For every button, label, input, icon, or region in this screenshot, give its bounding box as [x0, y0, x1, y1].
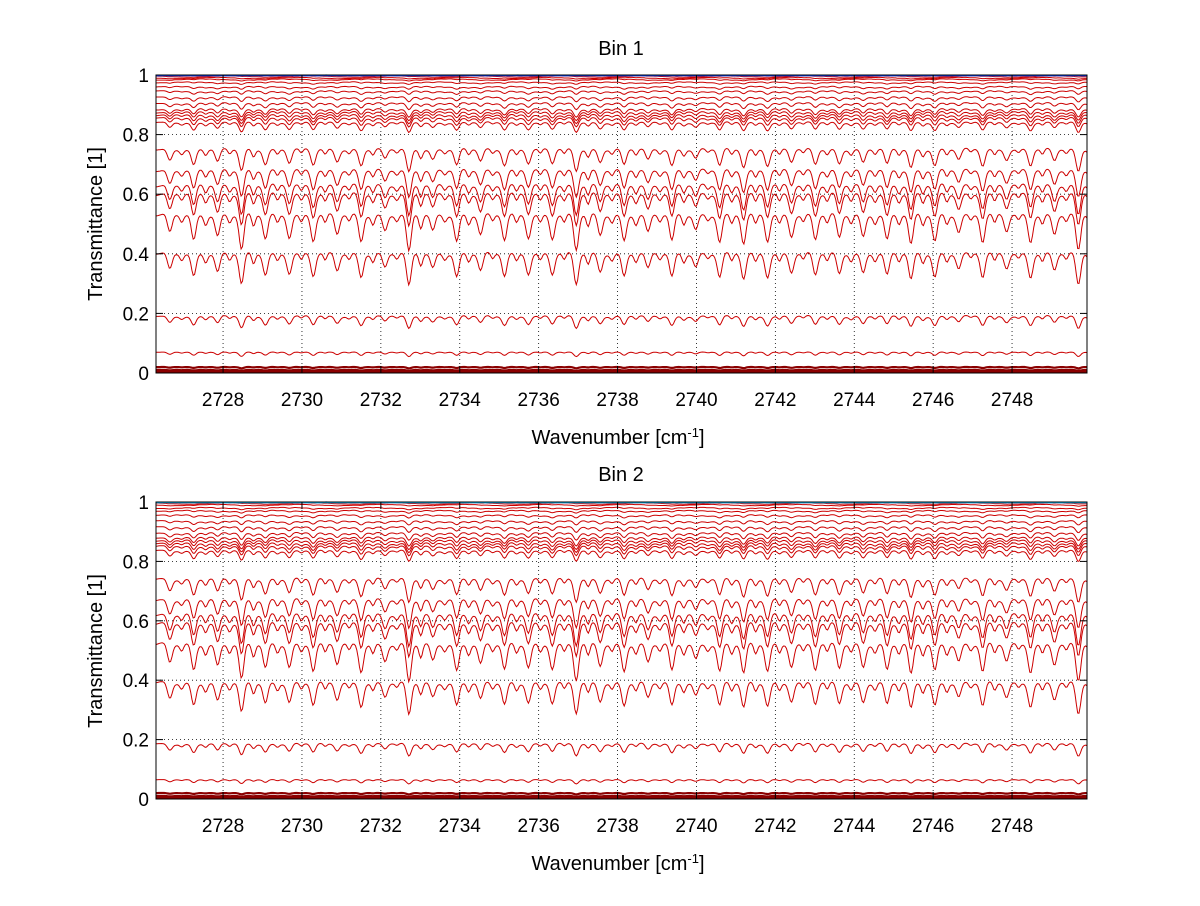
y-tick-label: 1	[138, 66, 149, 87]
series-line	[156, 82, 1087, 85]
x-tick-label: 2736	[518, 390, 560, 411]
series-line	[156, 79, 1087, 81]
series-line	[156, 507, 1087, 510]
y-axis-label: Transmittance [1]	[85, 147, 107, 301]
series-line	[156, 510, 1087, 513]
series-line	[156, 550, 1087, 561]
x-tick-label: 2736	[518, 816, 560, 837]
series-group	[156, 75, 1087, 372]
x-tick-label: 2740	[675, 816, 717, 837]
series-line	[156, 614, 1087, 647]
series-line	[156, 148, 1087, 171]
x-tick-label: 2742	[754, 390, 796, 411]
y-tick-label: 0.2	[123, 304, 149, 325]
series-line	[156, 780, 1087, 784]
series-line	[156, 86, 1087, 89]
y-tick-label: 0.6	[123, 612, 149, 633]
x-tick-label: 2746	[912, 816, 954, 837]
y-tick-label: 0	[138, 790, 149, 811]
x-tick-label: 2732	[360, 816, 402, 837]
x-axis-label: Wavenumber [cm-1]	[531, 851, 704, 875]
y-tick-label: 1	[138, 493, 149, 514]
series-line	[156, 122, 1087, 133]
x-tick-label: 2742	[754, 816, 796, 837]
series-line	[156, 214, 1087, 251]
series-line	[156, 253, 1087, 285]
x-tick-label: 2744	[833, 816, 876, 837]
x-tick-label: 2734	[439, 390, 482, 411]
x-tick-label: 2748	[991, 816, 1033, 837]
y-tick-label: 0.4	[123, 671, 150, 692]
x-tick-label: 2740	[675, 390, 717, 411]
y-ticks: 0 0.2 0.4 0.6 0.8 1	[123, 66, 1087, 385]
series-line	[156, 184, 1087, 216]
series-line	[156, 743, 1087, 756]
panel-bin-2: Bin 2 2728 2730 2732 2734 2736 2738 2740 2742 27…	[85, 464, 1087, 875]
y-tick-label: 0	[138, 364, 149, 385]
series-line	[156, 537, 1087, 546]
series-line	[156, 169, 1087, 197]
chart-title: Bin 1	[598, 38, 644, 60]
series-line	[156, 527, 1087, 533]
y-tick-label: 0.4	[123, 245, 150, 266]
series-line	[156, 643, 1087, 682]
series-line	[156, 316, 1087, 329]
panel-bin-1: Bin 1 2728 2730 2732 2734 2736 2738 2740 2742 27…	[85, 38, 1087, 449]
series-line	[156, 521, 1087, 525]
x-tick-label: 2728	[202, 816, 244, 837]
x-axis-label: Wavenumber [cm-1]	[531, 425, 704, 449]
y-tick-label: 0.6	[123, 185, 149, 206]
series-line	[156, 793, 1087, 794]
series-line	[156, 682, 1087, 715]
x-tick-label: 2732	[360, 390, 402, 411]
series-group	[156, 502, 1087, 798]
x-tick-label: 2748	[991, 390, 1033, 411]
y-tick-label: 0.8	[123, 552, 149, 573]
x-tick-label: 2738	[596, 816, 638, 837]
series-line	[156, 91, 1087, 95]
series-line	[156, 352, 1087, 357]
series-line	[156, 504, 1087, 506]
x-tick-label: 2730	[281, 816, 323, 837]
x-tick-label: 2744	[833, 390, 876, 411]
x-tick-label: 2730	[281, 390, 323, 411]
x-tick-label: 2738	[596, 390, 638, 411]
series-line	[156, 515, 1087, 518]
chart-title: Bin 2	[598, 464, 644, 486]
x-tick-label: 2746	[912, 390, 954, 411]
y-tick-label: 0.2	[123, 731, 149, 752]
series-line	[156, 367, 1087, 368]
y-tick-label: 0.8	[123, 126, 149, 147]
x-tick-label: 2728	[202, 390, 244, 411]
series-line	[156, 97, 1087, 102]
x-tick-label: 2734	[439, 816, 482, 837]
y-axis-label: Transmittance [1]	[85, 574, 107, 728]
